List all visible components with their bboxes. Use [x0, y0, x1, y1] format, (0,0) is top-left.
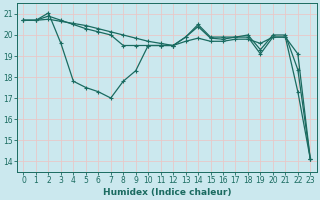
X-axis label: Humidex (Indice chaleur): Humidex (Indice chaleur) [103, 188, 231, 197]
